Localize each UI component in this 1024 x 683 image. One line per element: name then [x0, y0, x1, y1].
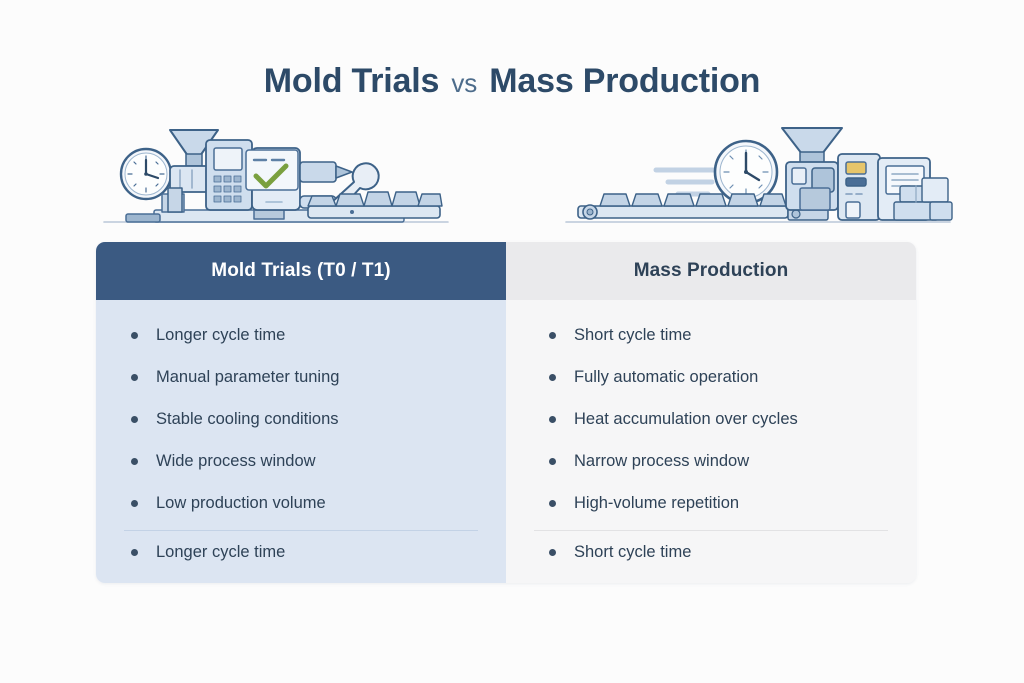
bullet-icon [549, 331, 556, 339]
list-item: Longer cycle time [96, 531, 506, 573]
list-item-label: Low production volume [156, 493, 326, 512]
list-item: Heat accumulation over cycles [506, 398, 916, 440]
mold-trial-machine-illustration [96, 118, 456, 236]
list-item-label: Narrow process window [574, 451, 750, 470]
page-title: Mold Trials vs Mass Production [0, 62, 1024, 101]
list-item: Low production volume [96, 482, 506, 524]
bullet-icon [549, 415, 556, 423]
page-title-part2: Mass Production [489, 62, 761, 100]
bullet-icon [131, 331, 138, 339]
bullet-icon [131, 373, 138, 381]
column-body-mass-production: Short cycle time Fully automatic operati… [506, 300, 916, 583]
bullet-icon [549, 457, 556, 465]
list-item-label: Fully automatic operation [574, 367, 759, 386]
bullet-icon [131, 499, 138, 507]
comparison-table: Mold Trials (T0 / T1) Longer cycle time … [96, 242, 916, 583]
list-item-label: Short cycle time [574, 542, 692, 561]
page-title-vs: vs [451, 68, 478, 98]
list-item: Narrow process window [506, 440, 916, 482]
list-item: Manual parameter tuning [96, 356, 506, 398]
bullet-icon [131, 457, 138, 465]
comparison-column-mass-production: Mass Production Short cycle time Fully a… [506, 242, 916, 583]
list-divider [124, 530, 478, 531]
footer-list-mass-production: Short cycle time [506, 531, 916, 573]
footer-list-mold-trials: Longer cycle time [96, 531, 506, 573]
list-item: Wide process window [96, 440, 506, 482]
bullet-icon [549, 499, 556, 507]
list-item-label: Short cycle time [574, 325, 692, 344]
page-title-part1: Mold Trials [263, 62, 440, 100]
list-item: Short cycle time [506, 314, 916, 356]
bullet-icon [549, 373, 556, 381]
bullet-icon [131, 548, 138, 556]
list-item-label: Longer cycle time [156, 542, 286, 561]
mass-production-machine-illustration [560, 118, 956, 236]
list-divider [534, 530, 888, 531]
feature-list-mass-production: Short cycle time Fully automatic operati… [506, 314, 916, 524]
feature-list-mold-trials: Longer cycle time Manual parameter tunin… [96, 314, 506, 524]
bullet-icon [131, 415, 138, 423]
list-item: Longer cycle time [96, 314, 506, 356]
page-title-container: Mold Trials vs Mass Production [0, 62, 1024, 101]
list-item-label: High-volume repetition [574, 493, 740, 512]
list-item-label: Manual parameter tuning [156, 367, 340, 386]
list-item-label: Wide process window [156, 451, 316, 470]
column-body-mold-trials: Longer cycle time Manual parameter tunin… [96, 300, 506, 583]
list-item: Stable cooling conditions [96, 398, 506, 440]
list-item-label: Longer cycle time [156, 325, 286, 344]
comparison-column-mold-trials: Mold Trials (T0 / T1) Longer cycle time … [96, 242, 506, 583]
column-header-mass-production: Mass Production [506, 242, 916, 300]
bullet-icon [549, 548, 556, 556]
list-item: Short cycle time [506, 531, 916, 573]
column-header-mold-trials: Mold Trials (T0 / T1) [96, 242, 506, 300]
list-item-label: Stable cooling conditions [156, 409, 339, 428]
list-item: Fully automatic operation [506, 356, 916, 398]
list-item-label: Heat accumulation over cycles [574, 409, 798, 428]
list-item: High-volume repetition [506, 482, 916, 524]
